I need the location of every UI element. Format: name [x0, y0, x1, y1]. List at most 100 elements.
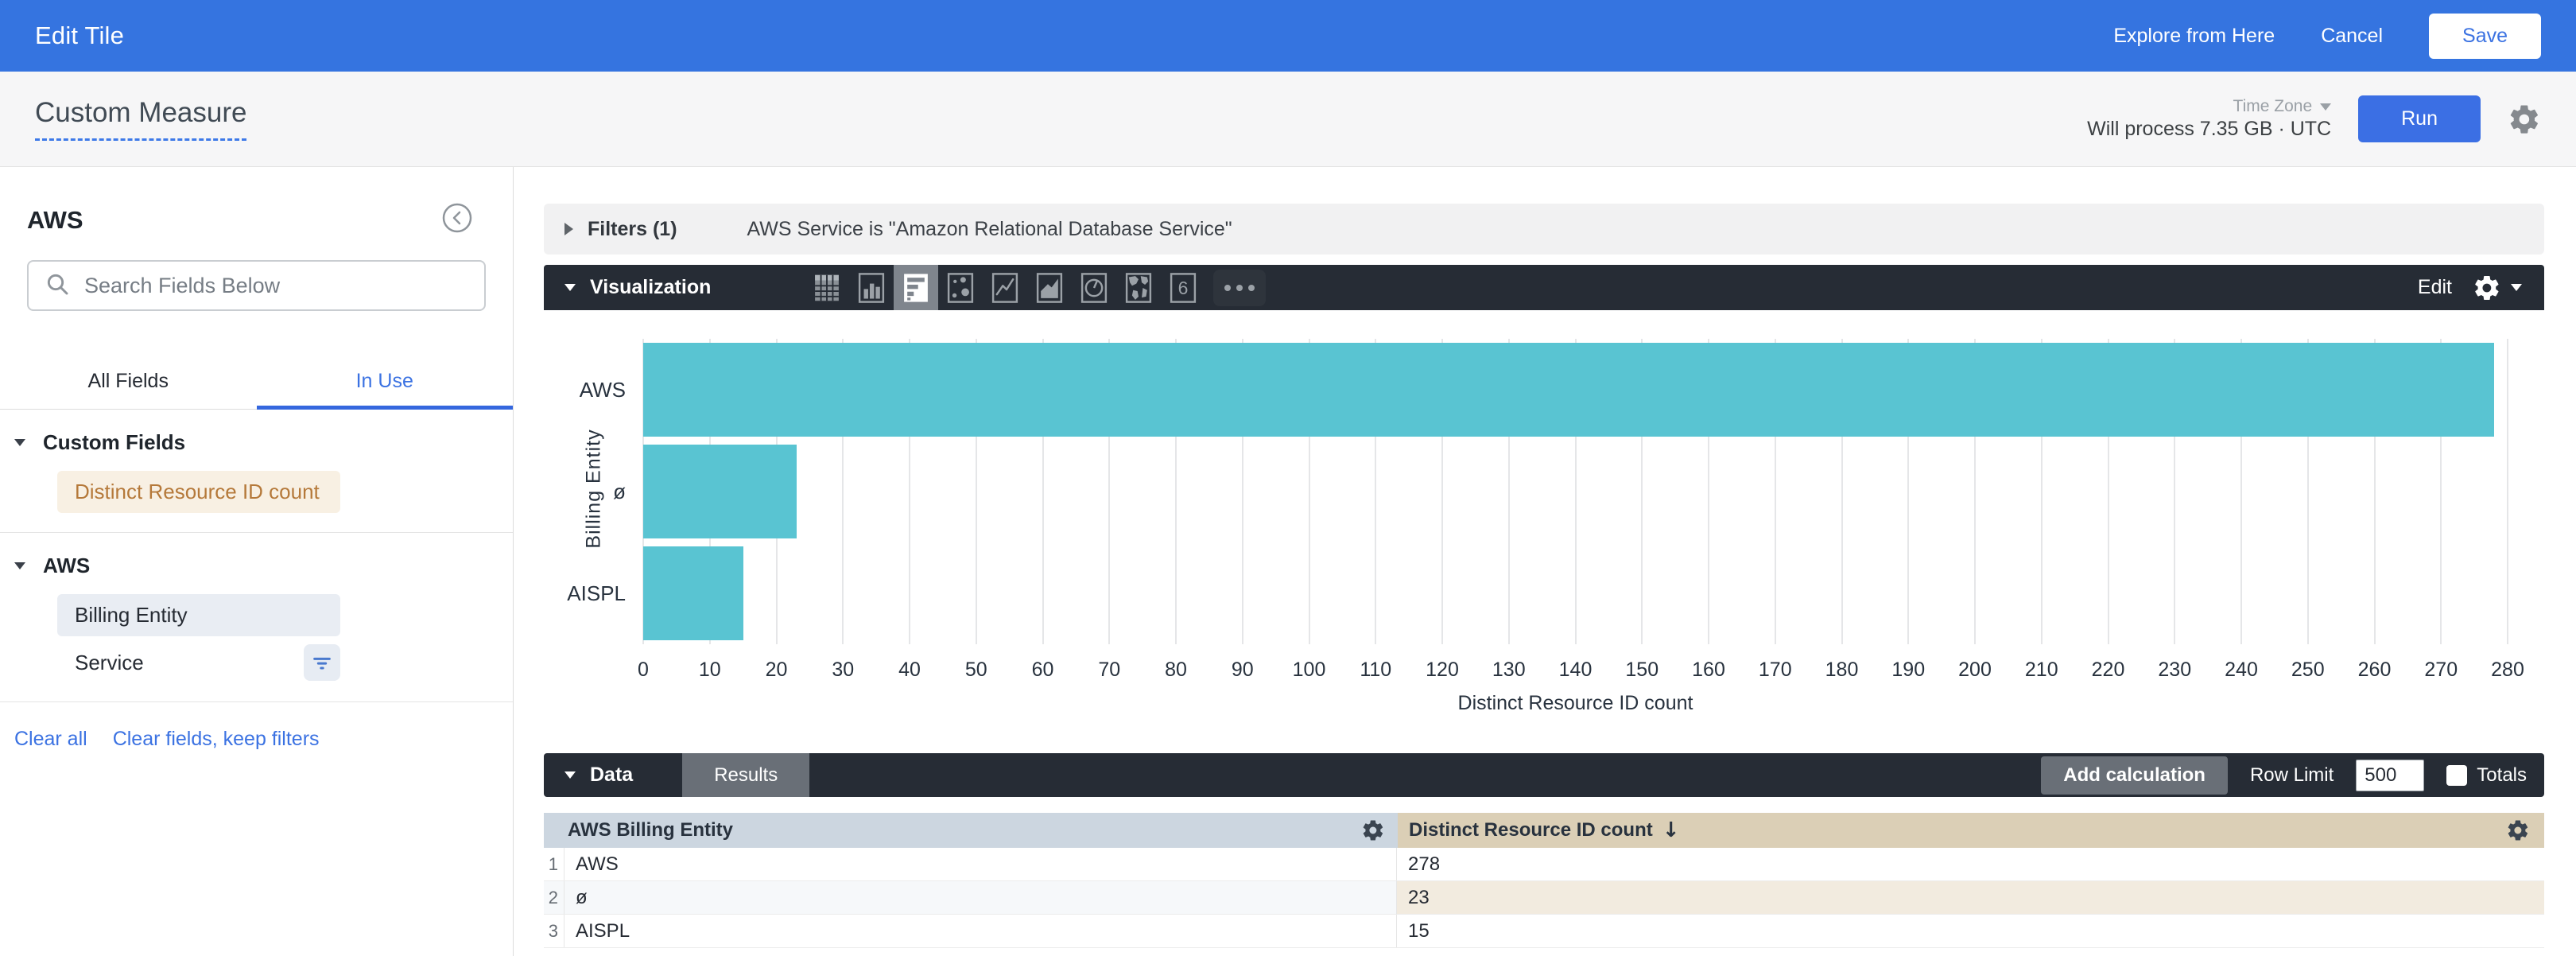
sort-descending-icon[interactable]: ↓ [1662, 818, 1680, 842]
field-billing-entity[interactable]: Billing Entity [57, 594, 340, 636]
chart-xtick-label: 80 [1165, 659, 1187, 681]
results-table: AWS Billing Entity Distinct Resource ID … [544, 813, 2544, 948]
chart-categories: AWS ø AISPL [544, 339, 643, 644]
clear-all-link[interactable]: Clear all [14, 728, 87, 750]
column-label: AWS Billing Entity [568, 819, 733, 841]
field-distinct-resource-id-count[interactable]: Distinct Resource ID count [57, 471, 340, 513]
chart-xtick-label: 220 [2091, 659, 2125, 681]
chart-xtick-label: 140 [1558, 659, 1593, 681]
column-gear-icon[interactable] [1361, 818, 1385, 842]
run-button[interactable]: Run [2358, 95, 2481, 142]
table-row[interactable]: 3 AISPL 15 [544, 915, 2544, 948]
search-fields-input[interactable] [84, 273, 468, 298]
totals-checkbox[interactable] [2446, 764, 2468, 786]
table-chart-icon[interactable] [805, 265, 849, 310]
visualization-label: Visualization [590, 276, 712, 298]
bar-chart: Billing Entity AWS ø AISPL 0 10 20 30 40 50 60 70… [544, 310, 2544, 753]
field-service[interactable]: Service [57, 643, 340, 682]
line-chart-icon[interactable] [983, 265, 1027, 310]
chart-plot[interactable] [642, 339, 2508, 644]
chart-bar[interactable] [643, 343, 2495, 437]
totals-label: Totals [2477, 764, 2527, 786]
row-number: 3 [544, 915, 564, 947]
chart-bar[interactable] [643, 445, 797, 538]
chart-xtick-label: 60 [1031, 659, 1054, 681]
query-bar: Custom Measure Time Zone Will process 7.… [0, 72, 2576, 167]
pie-chart-icon[interactable] [1072, 265, 1116, 310]
edit-visualization-button[interactable]: Edit [2417, 276, 2452, 298]
chart-xtick-label: 230 [2158, 659, 2192, 681]
column-header-billing-entity[interactable]: AWS Billing Entity [544, 813, 1398, 848]
explore-from-here-link[interactable]: Explore from Here [2113, 24, 2275, 47]
search-fields-box[interactable] [27, 260, 486, 311]
visualization-toolbar: Visualization [544, 265, 2544, 310]
chart-type-buttons: 6 [805, 265, 1267, 310]
table-row[interactable]: 2 ø 23 [544, 881, 2544, 915]
page-title[interactable]: Custom Measure [35, 97, 247, 141]
cancel-button[interactable]: Cancel [2321, 24, 2384, 47]
table-row[interactable]: 1 AWS 278 [544, 848, 2544, 881]
row-number: 2 [544, 881, 564, 914]
cell-distinct-resource-id-count: 23 [1397, 881, 2544, 914]
filters-bar[interactable]: Filters (1) AWS Service is "Amazon Relat… [544, 204, 2544, 255]
window-title: Edit Tile [35, 21, 125, 49]
add-calculation-button[interactable]: Add calculation [2041, 756, 2228, 795]
filters-summary: AWS Service is "Amazon Relational Databa… [747, 217, 1232, 240]
cell-billing-entity: ø [564, 881, 1397, 914]
chart-xtick-label: 50 [964, 659, 987, 681]
expand-filters-icon[interactable] [564, 223, 573, 235]
chart-category-label: AISPL [567, 581, 626, 605]
chart-xtick-label: 110 [1360, 659, 1392, 681]
chart-xtick-label: 120 [1426, 659, 1459, 681]
collapse-data-icon[interactable] [564, 771, 576, 779]
timezone-selector[interactable]: Time Zone [2233, 97, 2332, 116]
chart-xtick-label: 180 [1825, 659, 1859, 681]
save-button[interactable]: Save [2429, 13, 2541, 59]
chart-xtick-label: 40 [898, 659, 921, 681]
collapse-visualization-icon[interactable] [564, 284, 576, 291]
tab-in-use[interactable]: In Use [256, 357, 514, 410]
collapse-triangle-icon [14, 562, 25, 569]
chart-bar[interactable] [643, 546, 743, 640]
chart-xtick-label: 160 [1692, 659, 1725, 681]
chart-xtick-label: 280 [2491, 659, 2524, 681]
bar-chart-icon[interactable] [894, 265, 939, 310]
cell-billing-entity: AISPL [564, 915, 1397, 947]
row-limit-input[interactable] [2356, 759, 2425, 791]
single-value-icon[interactable]: 6 [1161, 265, 1205, 310]
column-gear-icon[interactable] [2506, 818, 2530, 842]
scatter-chart-icon[interactable] [938, 265, 983, 310]
chart-category-label: AWS [579, 377, 626, 402]
column-label: Distinct Resource ID count [1409, 819, 1653, 841]
area-chart-icon[interactable] [1027, 265, 1072, 310]
chart-xtick-label: 20 [765, 659, 788, 681]
visualization-settings-menu[interactable] [2473, 274, 2522, 302]
data-toolbar: Data Results Add calculation Row Limit T… [544, 753, 2544, 797]
collapse-sidebar-icon[interactable] [441, 202, 473, 238]
results-tab[interactable]: Results [682, 753, 810, 797]
column-chart-icon[interactable] [849, 265, 894, 310]
chevron-down-icon [2511, 284, 2522, 291]
chevron-down-icon [2320, 103, 2332, 111]
map-chart-icon[interactable] [1116, 265, 1161, 310]
more-chart-types-icon[interactable] [1213, 269, 1267, 306]
section-aws-header[interactable]: AWS [0, 541, 513, 588]
clear-fields-keep-filters-link[interactable]: Clear fields, keep filters [112, 728, 320, 750]
tab-all-fields[interactable]: All Fields [87, 370, 169, 392]
search-icon [45, 271, 70, 301]
row-limit-label: Row Limit [2249, 764, 2334, 786]
process-size-text: Will process 7.35 GB · UTC [2087, 118, 2332, 140]
filter-icon[interactable] [304, 644, 340, 681]
chart-x-axis-title: Distinct Resource ID count [1457, 692, 1693, 714]
query-bar-actions: Time Zone Will process 7.35 GB · UTC Run [2087, 95, 2541, 142]
process-info: Time Zone Will process 7.35 GB · UTC [2087, 97, 2332, 141]
chart-bar-row [643, 339, 2508, 441]
cell-billing-entity: AWS [564, 848, 1397, 880]
settings-gear-icon[interactable] [2508, 103, 2541, 136]
field-service-label: Service [75, 650, 144, 674]
data-label: Data [590, 764, 634, 786]
chart-xticks: 0 10 20 30 40 50 60 70 80 90 100 110 120 130 140 150 160… [638, 654, 2524, 687]
column-header-distinct-resource-id-count[interactable]: Distinct Resource ID count ↓ [1398, 813, 2544, 848]
section-custom-fields-header[interactable]: Custom Fields [0, 418, 513, 464]
